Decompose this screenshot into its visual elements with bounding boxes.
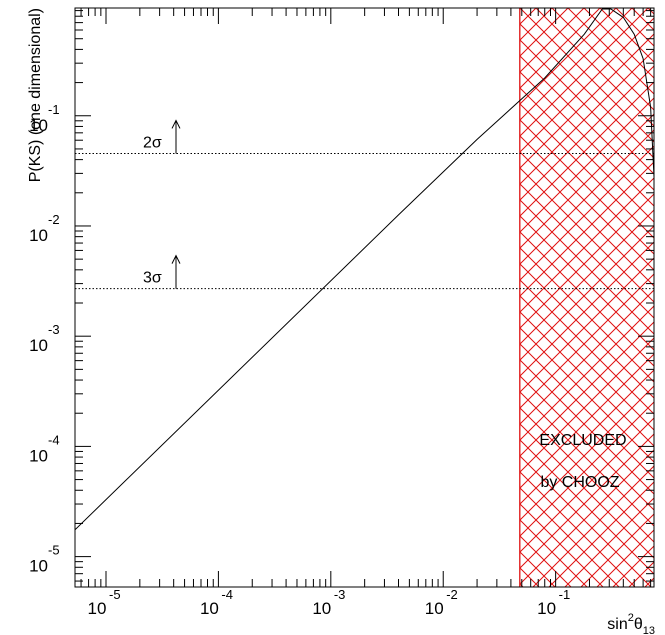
y-tick-label-2: 10 <box>29 446 48 465</box>
threshold-lines: 2σ 3σ <box>75 119 654 290</box>
excluded-hatch <box>519 8 654 587</box>
x-tick-label-3: 10 <box>312 599 331 618</box>
x-tick-label-4: 10 <box>425 599 444 618</box>
y-tick-exp-3: -3 <box>48 322 60 337</box>
y-tick-label-3: 10 <box>29 336 48 355</box>
excluded-label-line-2: by CHOOZ <box>540 474 619 491</box>
x-axis-label: sin2θ13 <box>607 612 655 635</box>
axis-ticks <box>75 8 654 587</box>
x-axis-label-sup: 2 <box>628 612 634 624</box>
y-axis-label: P(KS) (one dimensional) <box>27 8 44 182</box>
x-axis-label-base: sin <box>607 616 627 633</box>
series-line <box>75 8 654 531</box>
x-tick-label-5: 10 <box>537 599 556 618</box>
excluded-label-line-1: EXCLUDED <box>539 432 626 449</box>
y-tick-label-4: 10 <box>29 226 48 245</box>
threshold-label-1: 2σ <box>143 134 162 151</box>
threshold-label-2: 3σ <box>143 270 162 287</box>
x-tick-labels: 10-510-410-310-210-1 <box>88 587 571 618</box>
y-tick-label-5: 10 <box>29 116 48 135</box>
x-axis-label-symbol: θ <box>634 616 643 633</box>
x-tick-exp-1: -5 <box>109 587 121 602</box>
y-tick-exp-5: -1 <box>48 102 60 117</box>
threshold-arrowhead-1 <box>171 119 181 129</box>
y-tick-labels: 10-510-410-310-210-1 <box>29 102 59 576</box>
y-tick-exp-1: -5 <box>48 543 60 558</box>
threshold-arrowhead-2 <box>171 254 181 264</box>
plot-frame <box>74 7 655 588</box>
excluded-region <box>519 8 654 587</box>
x-tick-exp-2: -4 <box>221 587 233 602</box>
x-tick-exp-3: -3 <box>334 587 346 602</box>
y-tick-exp-2: -4 <box>48 432 60 447</box>
y-tick-exp-4: -2 <box>48 212 60 227</box>
x-tick-exp-5: -1 <box>559 587 571 602</box>
x-tick-label-1: 10 <box>88 599 107 618</box>
x-tick-label-2: 10 <box>200 599 219 618</box>
x-tick-exp-4: -2 <box>446 587 458 602</box>
y-tick-label-1: 10 <box>29 557 48 576</box>
x-axis-label-sub: 13 <box>643 625 655 635</box>
